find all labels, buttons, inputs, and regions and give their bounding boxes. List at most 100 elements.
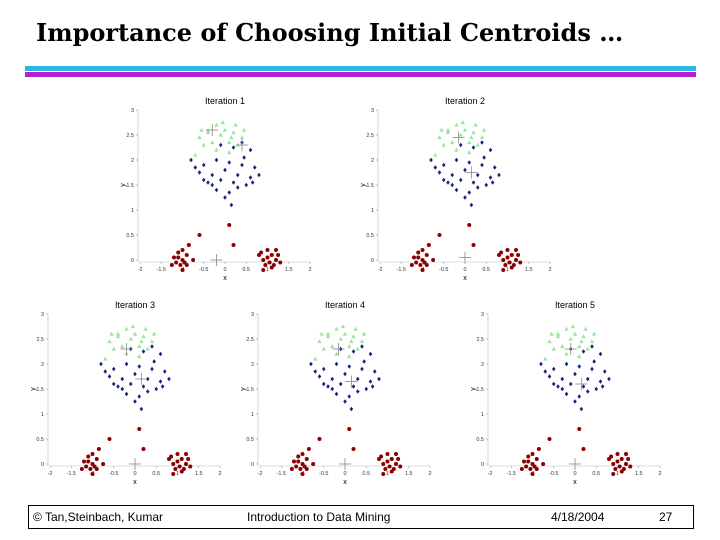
point-cluster-3 [289, 467, 294, 471]
point-cluster-1 [233, 122, 238, 127]
footer-page-number: 27 [659, 510, 673, 524]
point-cluster-1 [103, 356, 108, 361]
point-cluster-3 [394, 462, 398, 466]
point-cluster-2 [351, 384, 356, 389]
point-cluster-2 [581, 384, 586, 389]
point-cluster-2 [368, 379, 373, 384]
point-cluster-3 [107, 437, 112, 441]
point-cluster-2 [235, 185, 240, 190]
point-cluster-2 [214, 187, 219, 193]
point-cluster-3 [394, 452, 398, 456]
x-tick-label: -0.5 [109, 471, 118, 477]
y-tick-label: 0.5 [36, 437, 44, 443]
point-cluster-1 [317, 339, 322, 344]
point-cluster-3 [519, 467, 524, 471]
point-cluster-2 [124, 361, 129, 367]
point-cluster-2 [158, 379, 163, 384]
point-cluster-2 [590, 344, 594, 349]
centroid-marker [459, 251, 471, 264]
point-cluster-3 [534, 457, 539, 461]
point-cluster-2 [139, 406, 144, 412]
point-cluster-1 [239, 135, 245, 140]
point-cluster-2 [317, 374, 322, 379]
point-cluster-3 [184, 263, 189, 267]
point-cluster-1 [124, 326, 129, 331]
y-tick-label: 1 [251, 412, 254, 418]
x-tick-label: -2 [488, 471, 493, 477]
point-cluster-1 [128, 336, 133, 341]
point-cluster-1 [572, 331, 578, 336]
point-cluster-3 [624, 452, 628, 456]
point-cluster-3 [184, 462, 188, 466]
point-cluster-3 [172, 255, 176, 260]
x-tick-label: 1 [266, 267, 269, 273]
point-cluster-2 [137, 394, 142, 399]
point-cluster-1 [115, 331, 121, 336]
point-cluster-3 [82, 459, 86, 464]
point-cluster-3 [611, 472, 616, 476]
x-tick-label: 1 [176, 471, 179, 477]
x-tick-label: -2 [138, 267, 143, 273]
point-cluster-2 [347, 394, 352, 399]
point-cluster-2 [235, 172, 240, 178]
point-cluster-2 [441, 162, 446, 168]
point-cluster-3 [267, 260, 272, 265]
point-cluster-1 [145, 346, 150, 351]
point-cluster-3 [137, 427, 142, 431]
point-cluster-1 [577, 344, 582, 349]
point-cluster-3 [613, 467, 618, 471]
point-cluster-1 [334, 351, 339, 356]
point-cluster-1 [115, 334, 121, 339]
point-cluster-3 [88, 467, 93, 471]
point-cluster-2 [137, 364, 142, 369]
point-cluster-3 [611, 462, 616, 466]
point-cluster-2 [364, 386, 369, 392]
point-cluster-3 [169, 263, 174, 267]
x-axis-label: x [223, 275, 227, 282]
point-cluster-3 [86, 454, 91, 459]
point-cluster-2 [240, 162, 244, 168]
y-tick-label: 0 [371, 258, 374, 264]
point-cluster-2 [482, 155, 486, 160]
point-cluster-2 [368, 351, 373, 357]
point-cluster-3 [296, 454, 301, 459]
point-cluster-2 [343, 371, 347, 377]
point-cluster-1 [205, 130, 211, 135]
point-cluster-2 [252, 165, 257, 170]
point-cluster-2 [454, 187, 459, 193]
point-cluster-3 [96, 447, 101, 451]
centroid-marker [236, 139, 248, 151]
point-cluster-3 [79, 467, 84, 471]
point-cluster-1 [227, 150, 232, 155]
chart-title: Iteration 4 [325, 300, 365, 310]
point-cluster-3 [265, 248, 270, 252]
point-cluster-3 [180, 248, 185, 252]
y-tick-label: 0 [41, 462, 44, 468]
point-cluster-3 [171, 472, 176, 476]
chart-title: Iteration 1 [205, 96, 245, 106]
y-tick-label: 1.5 [246, 387, 254, 393]
point-cluster-3 [141, 447, 146, 451]
point-cluster-3 [197, 233, 202, 237]
point-cluster-1 [241, 127, 247, 132]
centroid-marker [564, 343, 577, 355]
point-cluster-2 [480, 162, 484, 168]
point-cluster-1 [555, 331, 561, 336]
point-cluster-2 [321, 366, 326, 372]
point-cluster-3 [516, 253, 521, 257]
point-cluster-1 [560, 344, 565, 349]
point-cluster-2 [229, 202, 234, 208]
point-cluster-2 [351, 349, 356, 354]
point-cluster-1 [473, 122, 478, 127]
point-cluster-1 [149, 339, 155, 344]
centroid-marker [135, 373, 148, 385]
point-cluster-3 [180, 268, 185, 272]
point-cluster-2 [471, 145, 476, 150]
point-cluster-3 [385, 459, 390, 464]
point-cluster-2 [598, 351, 603, 357]
centroid-marker [345, 375, 358, 388]
scatter-svg: Iteration 1-2-1.5-1-0.500.511.5200.511.5… [120, 96, 312, 282]
x-tick-label: -0.5 [439, 267, 448, 273]
point-cluster-3 [294, 464, 299, 469]
point-cluster-1 [325, 331, 331, 336]
